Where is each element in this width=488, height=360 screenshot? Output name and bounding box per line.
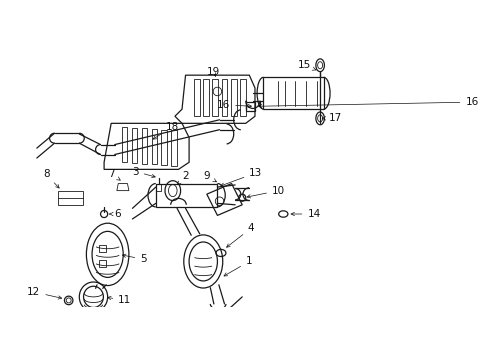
Text: 17: 17: [322, 113, 341, 123]
Text: 19: 19: [206, 67, 220, 77]
Text: 14: 14: [290, 209, 320, 219]
Text: 1: 1: [224, 256, 252, 276]
Text: 3: 3: [132, 167, 155, 177]
Text: 2: 2: [177, 171, 188, 185]
Text: 7: 7: [108, 169, 120, 180]
Text: 6: 6: [109, 209, 121, 219]
Text: 9: 9: [203, 171, 216, 182]
Text: 11: 11: [107, 296, 131, 305]
Text: 5: 5: [122, 254, 146, 264]
Text: 15: 15: [297, 60, 316, 70]
Text: 4: 4: [226, 223, 254, 247]
Text: 12: 12: [27, 287, 61, 299]
Text: 13: 13: [220, 168, 262, 186]
Text: 16: 16: [258, 97, 478, 108]
Text: 8: 8: [43, 169, 59, 188]
Text: 16: 16: [217, 100, 251, 110]
Text: 10: 10: [246, 186, 285, 198]
Text: 18: 18: [153, 122, 179, 139]
